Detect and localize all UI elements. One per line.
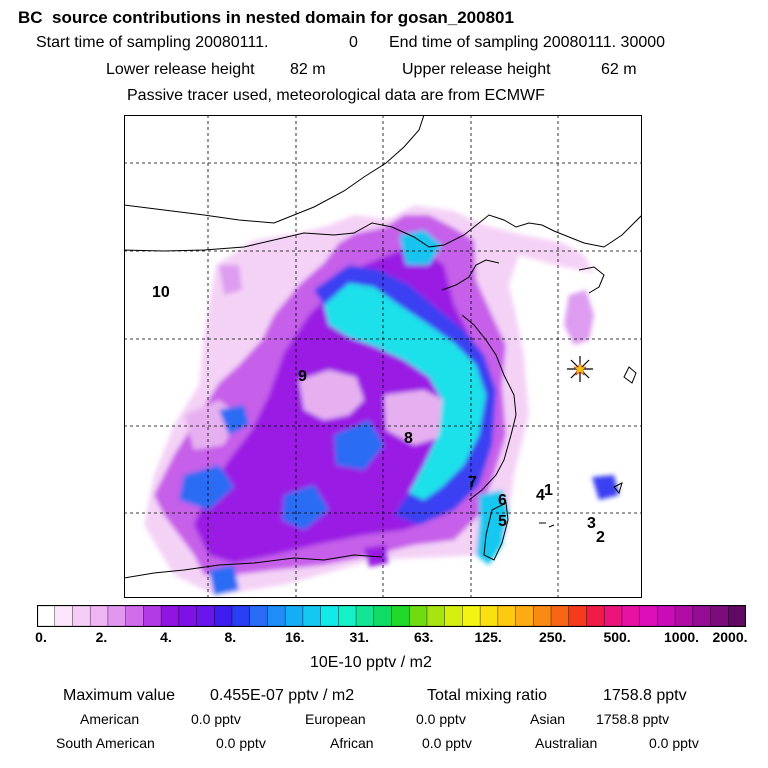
colorbar-cell: [604, 605, 623, 627]
colorbar-tick-label: 63.: [413, 629, 434, 645]
colorbar-cell: [267, 605, 286, 627]
colorbar-tick-label: 8.: [224, 629, 237, 645]
contrib-value: 0.0 pptv: [422, 735, 472, 751]
colorbar-cell: [409, 605, 428, 627]
start-time-label: Start time of sampling 20080111.: [36, 34, 269, 51]
region-label-4: 4: [536, 487, 545, 504]
colorbar-tick-label: 250.: [539, 629, 567, 645]
colorbar-cell: [675, 605, 694, 627]
total-mixing-label: Total mixing ratio: [427, 687, 548, 704]
colorbar-unit: 10E-10 pptv / m2: [310, 654, 432, 671]
contrib-value: 0.0 pptv: [416, 711, 466, 727]
coastlines: [124, 115, 642, 579]
contrib-value: 1758.8 pptv: [596, 711, 670, 727]
concentration-field: [144, 205, 619, 595]
start-time-hour: 0: [349, 34, 358, 51]
colorbar-cell: [338, 605, 357, 627]
colorbar-cell: [533, 605, 552, 627]
colorbar-tick-label: 31.: [349, 629, 369, 645]
colorbar-cell: [373, 605, 392, 627]
region-label-2: 2: [596, 529, 605, 546]
colorbar: [37, 605, 746, 627]
contrib-value: 0.0 pptv: [649, 735, 699, 751]
colorbar-cell: [107, 605, 126, 627]
receptor-star-icon: [567, 356, 593, 382]
contrib-name: South American: [56, 735, 155, 751]
colorbar-tick-label: 500.: [603, 629, 631, 645]
region-label-1: 1: [544, 482, 553, 499]
tracer-note: Passive tracer used, meteorological data…: [127, 87, 545, 104]
lat-lon-grid: [124, 115, 642, 598]
colorbar-cell: [692, 605, 711, 627]
end-time-label: End time of sampling 20080111. 30000: [389, 34, 666, 51]
colorbar-cell: [515, 605, 534, 627]
colorbar-cell: [568, 605, 587, 627]
colorbar-cell: [161, 605, 180, 627]
contrib-name: Asian: [530, 711, 566, 727]
colorbar-cell: [426, 605, 445, 627]
colorbar-cell: [657, 605, 676, 627]
colorbar-cell: [302, 605, 321, 627]
region-label-7: 7: [468, 474, 477, 491]
colorbar-cell: [621, 605, 640, 627]
colorbar-tick-label: 2.: [95, 629, 108, 645]
colorbar-cell: [143, 605, 162, 627]
colorbar-cell: [639, 605, 658, 627]
colorbar-cell: [551, 605, 570, 627]
colorbar-cell: [54, 605, 73, 627]
colorbar-tick-label: 16.: [285, 629, 305, 645]
region-label-6: 6: [498, 492, 507, 509]
upper-release-label: Upper release height: [402, 61, 551, 78]
colorbar-tick-label: 125.: [474, 629, 502, 645]
region-label-10: 10: [152, 284, 170, 301]
region-label-8: 8: [404, 430, 413, 447]
max-value: 0.455E-07 pptv / m2: [210, 687, 355, 704]
colorbar-cell: [178, 605, 197, 627]
contrib-name: Australian: [535, 735, 598, 751]
colorbar-cell: [72, 605, 91, 627]
upper-release-value: 62 m: [601, 61, 637, 78]
colorbar-tick-label: 0.: [35, 629, 47, 645]
contrib-name: European: [305, 711, 366, 727]
colorbar-cell: [356, 605, 375, 627]
colorbar-tick-label: 4.: [160, 629, 172, 645]
colorbar-cell: [728, 605, 746, 627]
colorbar-cell: [480, 605, 499, 627]
colorbar-cell: [497, 605, 516, 627]
contrib-name: American: [80, 711, 140, 727]
colorbar-cell: [320, 605, 339, 627]
colorbar-cell: [214, 605, 233, 627]
colorbar-tick-label: 1000.: [664, 629, 700, 645]
region-label-3: 3: [587, 515, 596, 532]
colorbar-cell: [196, 605, 215, 627]
region-label-9: 9: [298, 368, 307, 385]
lower-release-label: Lower release height: [106, 61, 255, 78]
region-label-5: 5: [498, 513, 507, 530]
contrib-name: African: [330, 735, 374, 751]
contrib-value: 0.0 pptv: [191, 711, 241, 727]
colorbar-cell: [249, 605, 268, 627]
colorbar-cell: [391, 605, 410, 627]
colorbar-cell: [90, 605, 109, 627]
contrib-value: 0.0 pptv: [216, 735, 266, 751]
colorbar-cell: [586, 605, 605, 627]
colorbar-tick-label: 2000.: [712, 629, 748, 645]
total-mixing-value: 1758.8 pptv: [603, 687, 687, 704]
colorbar-cell: [125, 605, 144, 627]
colorbar-cell: [285, 605, 304, 627]
plot-title: BC source contributions in nested domain…: [18, 8, 514, 27]
colorbar-cell: [37, 605, 56, 627]
colorbar-cell: [231, 605, 251, 627]
colorbar-cell: [710, 605, 729, 627]
colorbar-cell: [444, 605, 463, 627]
lower-release-value: 82 m: [290, 61, 326, 78]
max-value-label: Maximum value: [63, 687, 176, 704]
map-panel: 10 9 8 7 6 5 4 1 3 2: [124, 115, 642, 598]
colorbar-cell: [462, 605, 481, 627]
